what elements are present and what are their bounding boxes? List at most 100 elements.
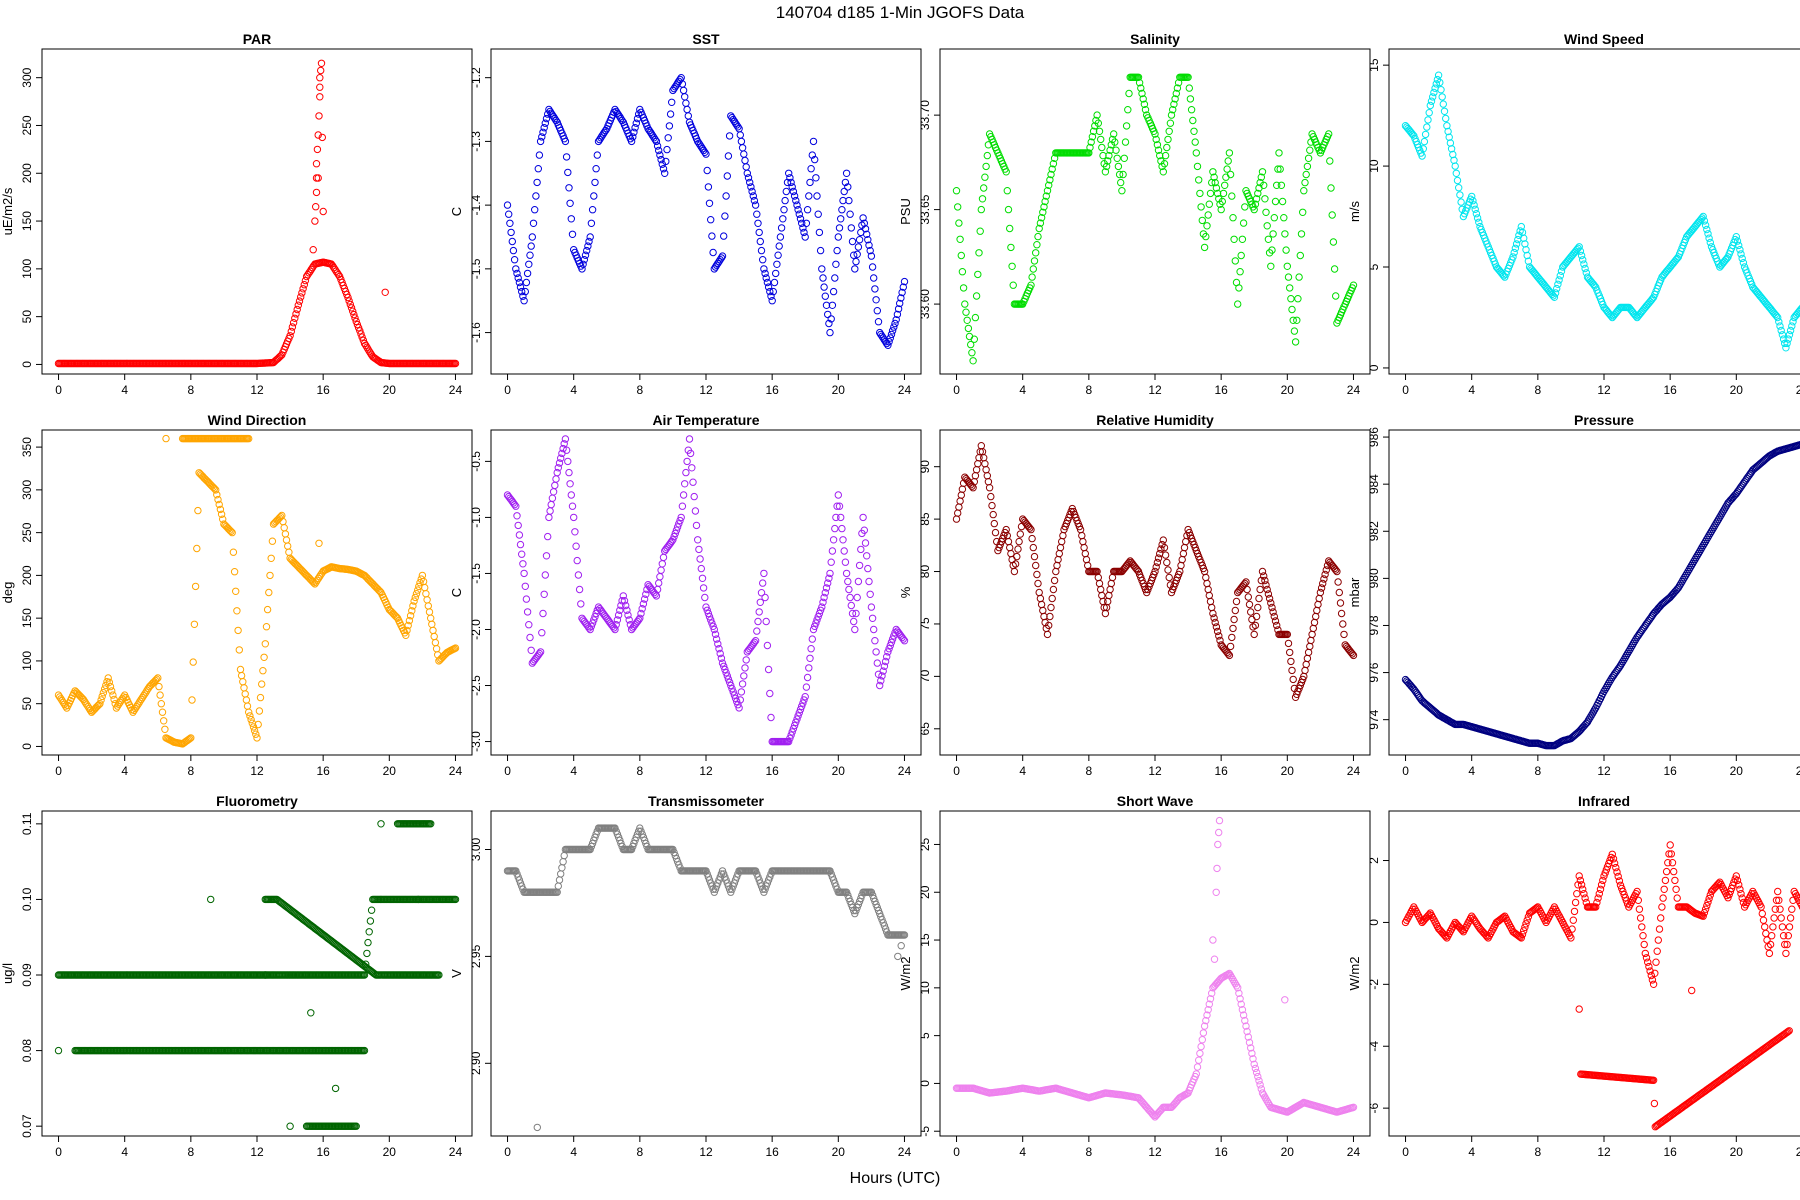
data-point [955, 219, 963, 227]
data-points [54, 820, 460, 1130]
data-point [958, 485, 967, 493]
data-point [811, 622, 819, 630]
data-point [775, 867, 783, 875]
data-point [1672, 256, 1680, 264]
data-point [351, 314, 359, 322]
data-point [1701, 221, 1710, 229]
data-point [1706, 238, 1715, 247]
y-tick-label: 3.00 [469, 837, 483, 861]
data-point [577, 600, 585, 608]
y-tick-label: 2.95 [469, 944, 483, 968]
data-point [111, 700, 119, 708]
x-tick-label: 20 [383, 764, 397, 778]
panel-title: Infrared [1578, 793, 1630, 809]
data-point [1666, 841, 1674, 849]
data-point [577, 262, 585, 270]
data-point [546, 507, 554, 515]
data-point [554, 882, 562, 890]
data-point [879, 334, 887, 342]
data-point [980, 454, 988, 462]
y-tick-label: -0.5 [469, 451, 483, 472]
data-point [315, 112, 323, 120]
data-point [848, 237, 857, 246]
data-point [333, 269, 341, 277]
data-point [1785, 923, 1794, 931]
data-point [794, 712, 802, 720]
data-point [1125, 89, 1133, 98]
data-point [592, 165, 600, 173]
plot-frame [490, 810, 922, 1137]
data-point [1456, 191, 1464, 199]
data-point [1473, 921, 1482, 929]
data-point [676, 75, 684, 84]
x-tick-label: 24 [1796, 383, 1800, 397]
data-point [1569, 916, 1578, 924]
data-point [1006, 224, 1014, 233]
data-point [982, 466, 990, 474]
data-point [888, 327, 897, 335]
data-point [686, 449, 695, 458]
data-point [655, 146, 663, 155]
data-point [428, 620, 436, 628]
data-point [1284, 273, 1293, 281]
data-point [1039, 606, 1047, 615]
data-point [294, 301, 302, 309]
y-tick-label: 75 [918, 617, 932, 631]
data-point [1263, 222, 1271, 230]
y-tick-label: -6 [1367, 1102, 1381, 1113]
data-point [541, 119, 549, 127]
data-point [1161, 151, 1170, 160]
data-point [1316, 588, 1325, 597]
data-point [787, 731, 795, 739]
data-point [538, 629, 546, 637]
data-point [1152, 135, 1160, 144]
data-point [1003, 187, 1011, 195]
data-point [549, 113, 558, 121]
data-point [633, 617, 642, 626]
data-point [243, 702, 252, 710]
data-point [696, 555, 704, 563]
data-point [703, 606, 711, 614]
data-point [377, 820, 385, 828]
data-point [1172, 89, 1181, 98]
x-tick-label: 0 [1402, 1145, 1409, 1159]
data-point [1652, 958, 1660, 966]
y-tick-label: 350 [20, 437, 34, 457]
data-point [1252, 195, 1261, 203]
data-point [790, 192, 799, 200]
data-point [1099, 151, 1107, 160]
data-point [626, 135, 635, 143]
data-point [1762, 455, 1770, 463]
data-point [421, 583, 429, 592]
data-point [1165, 573, 1173, 582]
data-point [744, 174, 753, 182]
data-point [239, 678, 247, 686]
x-tick-label: 24 [449, 1145, 463, 1159]
data-point [887, 638, 896, 646]
data-point [1794, 894, 1800, 902]
data-point [540, 124, 548, 132]
data-point [1287, 295, 1295, 303]
data-point [1159, 168, 1168, 176]
data-point [664, 134, 672, 142]
data-point [268, 537, 277, 545]
data-point [1645, 962, 1653, 971]
data-point [1107, 579, 1116, 588]
data-point [829, 536, 838, 544]
data-point [281, 530, 290, 538]
data-point [742, 867, 750, 875]
data-point [800, 228, 808, 237]
data-point [737, 688, 746, 696]
x-tick-label: 24 [1796, 1145, 1800, 1159]
data-point [1250, 1060, 1258, 1069]
data-point [618, 597, 626, 605]
data-point [538, 133, 546, 141]
data-point [722, 192, 730, 200]
data-point [1622, 651, 1631, 660]
y-axis-label: W/m2 [1347, 957, 1362, 991]
data-point [1515, 932, 1523, 940]
data-point [555, 459, 564, 467]
data-point [1242, 1022, 1250, 1030]
data-point [1104, 597, 1112, 606]
data-point [1590, 903, 1599, 911]
